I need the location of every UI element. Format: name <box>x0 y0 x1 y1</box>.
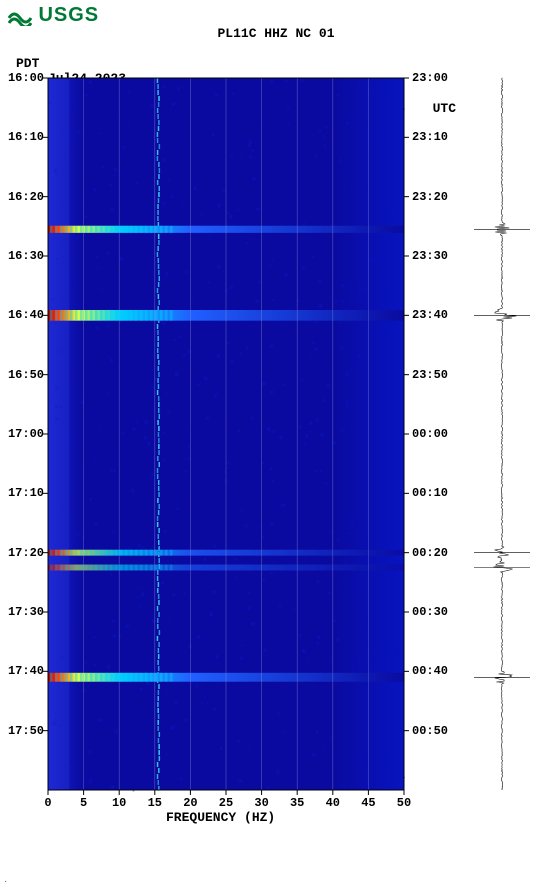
y-left-tick: 17:10 <box>0 486 44 500</box>
x-tick: 10 <box>112 796 126 810</box>
x-tick: 5 <box>80 796 87 810</box>
y-left-tick: 17:20 <box>0 546 44 560</box>
y-right-tick: 23:20 <box>412 190 462 204</box>
x-tick: 35 <box>290 796 304 810</box>
y-left-tick: 17:00 <box>0 427 44 441</box>
y-right-tick: 23:30 <box>412 249 462 263</box>
y-left-tick: 16:50 <box>0 368 44 382</box>
x-tick: 25 <box>219 796 233 810</box>
header-tz-right: UTC <box>433 101 456 116</box>
x-tick: 50 <box>397 796 411 810</box>
y-left-tick: 17:50 <box>0 724 44 738</box>
usgs-logo-text: USGS <box>38 4 99 27</box>
y-right-tick: 23:50 <box>412 368 462 382</box>
spectrogram-chart <box>48 78 404 790</box>
x-tick: 20 <box>183 796 197 810</box>
x-tick: 30 <box>254 796 268 810</box>
x-axis-title: FREQUENCY (HZ) <box>166 810 275 825</box>
y-left-tick: 16:00 <box>0 71 44 85</box>
y-left-tick: 17:30 <box>0 605 44 619</box>
x-tick: 45 <box>361 796 375 810</box>
y-left-tick: 17:40 <box>0 664 44 678</box>
y-right-tick: 00:00 <box>412 427 462 441</box>
y-right-tick: 23:00 <box>412 71 462 85</box>
header-tz-left: PDT <box>16 56 39 71</box>
usgs-wave-icon <box>8 6 32 26</box>
y-left-tick: 16:10 <box>0 130 44 144</box>
y-right-tick: 00:50 <box>412 724 462 738</box>
y-left-tick: 16:40 <box>0 308 44 322</box>
y-right-tick: 23:10 <box>412 130 462 144</box>
y-left-tick: 16:20 <box>0 190 44 204</box>
y-right-tick: 00:40 <box>412 664 462 678</box>
usgs-logo: USGS <box>8 4 99 27</box>
y-right-tick: 00:10 <box>412 486 462 500</box>
x-tick: 0 <box>44 796 51 810</box>
x-tick: 40 <box>326 796 340 810</box>
seismogram-trace <box>474 78 530 790</box>
y-right-tick: 23:40 <box>412 308 462 322</box>
header-title-1: PL11C HHZ NC 01 <box>0 26 552 41</box>
footer-mark: · <box>4 876 7 887</box>
y-right-tick: 00:20 <box>412 546 462 560</box>
y-right-tick: 00:30 <box>412 605 462 619</box>
y-left-tick: 16:30 <box>0 249 44 263</box>
x-tick: 15 <box>148 796 162 810</box>
